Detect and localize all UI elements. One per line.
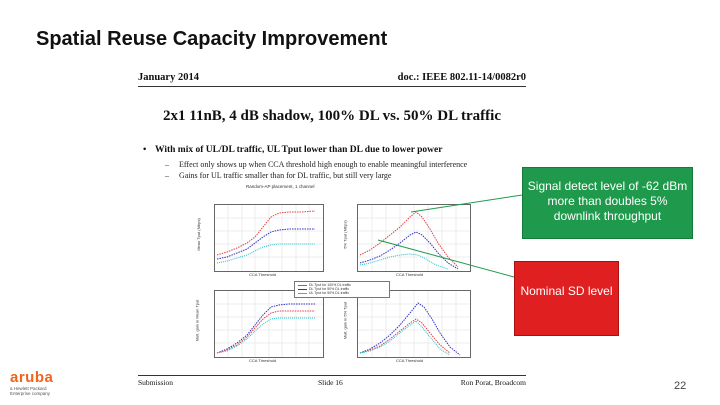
legend-swatch-2 — [298, 289, 307, 290]
aruba-logo: aruba a Hewlett Packard Enterprise compa… — [10, 369, 53, 396]
sub-bullet-2: – Gains for UL traffic smaller than for D… — [165, 171, 391, 180]
plot-top-right-svg — [358, 205, 470, 271]
red-callout: Nominal SD level — [514, 261, 619, 336]
sub-bullet-2-text: Gains for UL traffic smaller than for DL… — [179, 171, 392, 180]
legend-swatch-3 — [298, 293, 307, 294]
legend-item-2: DL Tput for 50% DL traffic — [309, 287, 350, 291]
doc-footer: Submission Slide 16 Ron Porat, Broadcom — [138, 375, 526, 388]
dash-icon: – — [165, 160, 169, 169]
sub-bullet-1-text: Effect only shows up when CCA threshold … — [179, 160, 468, 169]
footer-right: Ron Porat, Broadcom — [460, 378, 526, 387]
page-number: 22 — [674, 380, 687, 392]
figure-title: Random-AP placement, 1 channel — [246, 184, 315, 189]
doc-header: January 2014 doc.: IEEE 802.11-14/0082r0 — [138, 72, 526, 87]
legend-swatch-1 — [298, 285, 307, 286]
sub-bullet-1: – Effect only shows up when CCA threshold… — [165, 160, 467, 169]
plot-bottom-right — [357, 290, 471, 358]
doc-date: January 2014 — [138, 72, 199, 83]
x-label-top-right: CCA Threshold — [396, 272, 424, 277]
green-arrow-line — [410, 194, 523, 213]
footer-left: Submission — [138, 378, 174, 387]
plot-bottom-right-svg — [358, 291, 470, 357]
legend-item-1: DL Tput for 100% DL traffic — [309, 283, 352, 287]
bullet-main: • With mix of UL/DL traffic, UL Tput lowe… — [143, 145, 442, 155]
bullet-dot-icon: • — [143, 145, 147, 155]
doc-subtitle: 2x1 11nB, 4 dB shadow, 100% DL vs. 50% D… — [163, 108, 501, 124]
plot-bottom-left — [214, 290, 324, 358]
logo-sub-1: a Hewlett Packard — [10, 386, 47, 391]
slide-title: Spatial Reuse Capacity Improvement — [36, 28, 388, 50]
logo-sub-2: Enterprise company — [10, 391, 51, 396]
plot-top-right — [357, 204, 471, 272]
x-label-bottom-right: CCA Threshold — [396, 358, 424, 363]
doc-id: doc.: IEEE 802.11-14/0082r0 — [397, 72, 526, 83]
plot-top-left — [214, 204, 324, 272]
chart-legend: DL Tput for 100% DL traffic DL Tput for … — [294, 281, 390, 298]
logo-word: aruba — [10, 369, 54, 386]
red-arrow-line — [377, 239, 515, 278]
x-label-top-left: CCA Threshold — [249, 272, 277, 277]
dash-icon: – — [165, 171, 169, 180]
plot-bottom-left-svg — [215, 291, 323, 357]
plot-top-left-svg — [215, 205, 323, 271]
green-callout: Signal detect level of -62 dBm more than… — [522, 167, 693, 239]
legend-item-3: UL Tput for 50% DL traffic — [309, 291, 350, 295]
footer-center: Slide 16 — [318, 378, 343, 387]
x-label-bottom-left: CCA Threshold — [249, 358, 277, 363]
bullet-main-text: With mix of UL/DL traffic, UL Tput lower… — [155, 145, 443, 155]
